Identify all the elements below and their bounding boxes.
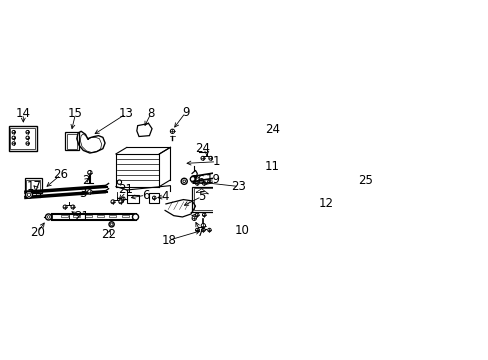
- Circle shape: [252, 170, 255, 172]
- Circle shape: [71, 205, 75, 209]
- Bar: [67, 134, 77, 149]
- Bar: [8, 126, 37, 151]
- Text: 1: 1: [212, 155, 220, 168]
- Text: 13: 13: [118, 107, 133, 120]
- Circle shape: [323, 189, 327, 193]
- Bar: [109, 215, 116, 216]
- Bar: [193, 188, 212, 210]
- Circle shape: [195, 182, 199, 185]
- Polygon shape: [137, 123, 152, 136]
- Circle shape: [132, 214, 138, 220]
- Circle shape: [26, 142, 29, 145]
- Circle shape: [195, 228, 199, 232]
- Circle shape: [152, 196, 156, 199]
- Circle shape: [314, 193, 319, 198]
- Circle shape: [202, 182, 205, 185]
- Circle shape: [190, 176, 195, 182]
- Bar: [126, 195, 139, 203]
- Bar: [97, 215, 104, 216]
- Circle shape: [63, 205, 67, 209]
- Text: 16: 16: [191, 174, 205, 187]
- Circle shape: [208, 156, 212, 160]
- Circle shape: [119, 200, 122, 204]
- Circle shape: [195, 213, 199, 216]
- Circle shape: [243, 168, 247, 173]
- Circle shape: [260, 172, 264, 177]
- Circle shape: [26, 130, 29, 134]
- Circle shape: [12, 142, 16, 145]
- Text: 15: 15: [68, 107, 83, 120]
- Text: 3: 3: [79, 186, 86, 199]
- Circle shape: [109, 222, 114, 227]
- Text: 17: 17: [27, 180, 42, 193]
- Circle shape: [170, 129, 174, 134]
- Text: 24: 24: [195, 142, 210, 155]
- Circle shape: [183, 180, 185, 183]
- Text: 20: 20: [30, 226, 45, 239]
- Circle shape: [201, 224, 205, 228]
- Circle shape: [110, 223, 113, 226]
- Bar: [65, 132, 79, 150]
- Circle shape: [192, 216, 196, 220]
- Bar: [61, 215, 67, 216]
- Bar: [122, 215, 128, 216]
- Circle shape: [201, 228, 204, 232]
- Circle shape: [111, 200, 115, 204]
- Text: 24: 24: [264, 123, 280, 136]
- Circle shape: [87, 190, 92, 194]
- Circle shape: [47, 216, 50, 218]
- Circle shape: [201, 156, 204, 160]
- Circle shape: [45, 214, 51, 220]
- Circle shape: [25, 191, 32, 198]
- Bar: [192, 186, 214, 212]
- Text: 11: 11: [264, 159, 280, 172]
- Text: 26: 26: [53, 168, 68, 181]
- Text: 21: 21: [118, 183, 133, 196]
- Bar: [10, 128, 35, 149]
- Bar: [26, 180, 40, 191]
- Circle shape: [267, 141, 271, 145]
- Circle shape: [122, 197, 125, 201]
- Circle shape: [207, 228, 211, 232]
- Circle shape: [181, 178, 187, 184]
- Circle shape: [87, 170, 92, 175]
- Text: 9: 9: [182, 106, 189, 119]
- Text: 6: 6: [142, 189, 149, 202]
- Text: 25: 25: [357, 174, 372, 187]
- Circle shape: [202, 213, 205, 216]
- Bar: [24, 178, 42, 193]
- Text: 4: 4: [161, 190, 168, 203]
- Text: 21: 21: [74, 211, 88, 224]
- Text: 5: 5: [198, 190, 205, 203]
- Text: 18: 18: [162, 234, 177, 247]
- Circle shape: [27, 193, 31, 197]
- Text: 2: 2: [81, 174, 89, 187]
- Bar: [73, 215, 80, 216]
- Text: 14: 14: [16, 107, 31, 120]
- Text: 23: 23: [231, 180, 246, 193]
- Circle shape: [12, 136, 16, 140]
- Circle shape: [26, 136, 29, 140]
- Circle shape: [117, 180, 122, 184]
- Text: 8: 8: [147, 107, 154, 120]
- Text: 22: 22: [101, 228, 116, 241]
- Bar: [149, 193, 159, 203]
- Bar: [85, 215, 92, 216]
- Circle shape: [12, 130, 16, 134]
- Text: 7: 7: [197, 226, 204, 239]
- Text: 12: 12: [318, 197, 333, 210]
- Circle shape: [251, 168, 257, 174]
- Circle shape: [252, 164, 257, 168]
- Text: 19: 19: [205, 173, 220, 186]
- Circle shape: [220, 222, 224, 226]
- Circle shape: [275, 141, 279, 145]
- Text: 10: 10: [234, 224, 249, 237]
